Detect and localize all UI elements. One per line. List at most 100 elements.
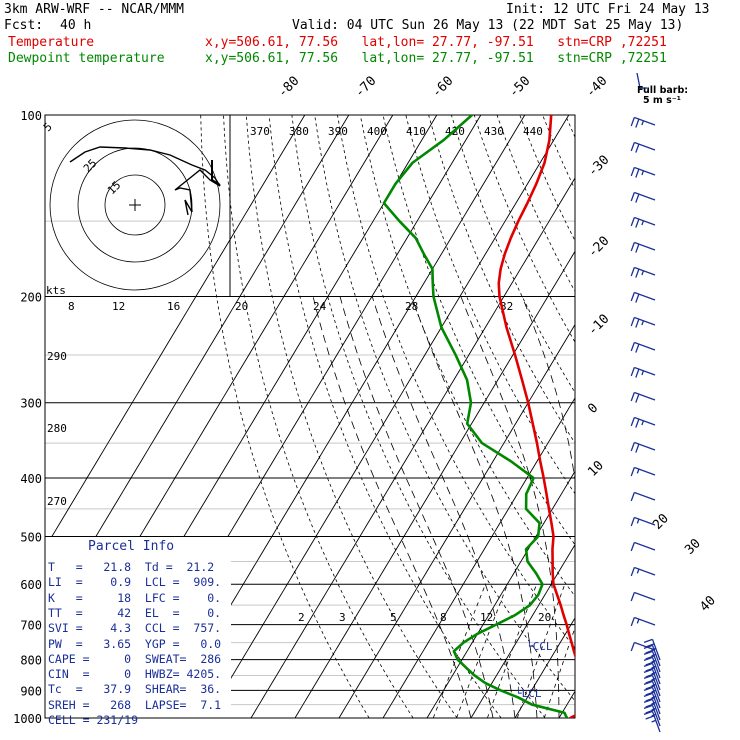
wind-barb (634, 141, 656, 151)
wind-barb-feather (643, 698, 653, 704)
isotherm-label: -50 (506, 74, 533, 101)
wind-barb-feather (643, 656, 653, 662)
mixing-ratio-label: 20 (538, 611, 551, 624)
wind-barb-feather (636, 468, 640, 474)
wind-barb (634, 491, 656, 501)
wind-barb-feather (630, 492, 635, 502)
theta-e-label: 400 (367, 125, 387, 138)
pressure-tick-label: 300 (20, 397, 42, 411)
moist-adiabat (592, 297, 615, 718)
wind-barb (634, 541, 656, 551)
frame-rect (44, 114, 576, 719)
dry-adiabat (405, 115, 575, 495)
wind-barb-feather (630, 292, 635, 302)
mixing-ratio-line (456, 584, 508, 718)
wind-barb-feather (630, 567, 635, 577)
isotherm (691, 115, 740, 718)
moist-adiabat (411, 296, 538, 718)
ccl-label: └CCL (526, 639, 553, 653)
wind-barb (634, 241, 656, 251)
mixing-ratio-label: 12 (480, 611, 493, 624)
dry-adiabat-label: 270 (47, 495, 67, 508)
isotherm (514, 617, 575, 718)
pressure-tick-label: 200 (20, 291, 42, 305)
wind-barb (634, 391, 656, 401)
wind-barb (634, 516, 656, 526)
moist-adiabat (460, 296, 560, 718)
mixing-ratio-label: 2 (298, 611, 305, 624)
dry-adiabat (200, 115, 370, 718)
dry-adiabat-label: 280 (47, 422, 67, 435)
wind-barb-feather (635, 218, 640, 228)
wind-barb (634, 566, 656, 576)
wind-barb (634, 266, 656, 276)
parcel-info-row: PW = 3.65 YGP = 0.0 (48, 636, 222, 651)
parcel-info-row: K = 18 LFC = 0. (48, 590, 222, 605)
parcel-info-row: SVI = 4.3 CCL = 757. (48, 621, 222, 636)
isotherm-label: 40 (697, 593, 719, 615)
dry-adiabat (223, 115, 414, 718)
wind-barb (651, 705, 661, 727)
wind-barb-feather (651, 719, 657, 723)
lcl-label: └LCL (515, 686, 542, 700)
wind-barb-feather (643, 686, 653, 692)
moist-adiabat (521, 296, 575, 483)
dry-adiabat (314, 115, 575, 702)
wind-barb-feather (641, 420, 645, 426)
wind-barb-feather (630, 542, 635, 552)
wind-barb (634, 466, 656, 476)
wind-barb (651, 657, 661, 679)
parcel-info-row: CELL = 231/19 (48, 713, 139, 727)
hodo-speed-tick: 8 (68, 300, 75, 313)
wind-barb-feather (645, 679, 655, 684)
pressure-tick-label: 600 (20, 578, 42, 592)
valid-time: Valid: 04 UTC Sun 26 May 13 (22 MDT Sat … (292, 18, 684, 33)
wind-barb-feather (630, 442, 635, 452)
wind-barb-feather (645, 697, 655, 702)
wind-barb (634, 316, 656, 326)
wind-barb (651, 645, 661, 667)
dry-adiabat-label: 290 (47, 350, 67, 363)
wind-barb-feather (635, 268, 640, 278)
wind-barb (651, 663, 661, 685)
wind-barb-feather (635, 343, 640, 353)
wind-barb-feather (630, 342, 635, 352)
theta-e-label: 390 (328, 125, 348, 138)
parcel-info-row: LI = 0.9 LCL = 909. (48, 575, 222, 590)
hodo-speed-unit: kts (46, 284, 66, 297)
wind-barb-feather (630, 217, 635, 227)
dry-adiabat (542, 115, 575, 191)
wind-barb-feather (630, 117, 635, 127)
wind-barb (651, 669, 661, 691)
wind-barb-feather (643, 692, 653, 698)
pressure-tick-label: 400 (20, 472, 42, 486)
pressure-tick-label: 900 (20, 684, 42, 698)
mixing-ratio-line (580, 584, 624, 718)
wind-barb-feather (641, 320, 645, 326)
wind-barb-feather (630, 417, 635, 427)
wind-barb (651, 699, 661, 721)
hodo-speed-tick: 28 (405, 300, 418, 313)
wind-barb-feather (645, 661, 655, 666)
isotherm-label: -70 (352, 74, 379, 101)
pressure-tick-label: 800 (20, 654, 42, 668)
dry-adiabat (337, 115, 575, 649)
isotherm (647, 115, 740, 718)
dry-adiabat (588, 115, 740, 718)
moist-adiabat (312, 296, 472, 718)
wind-barb (634, 416, 656, 426)
wind-barb-feather (630, 392, 635, 402)
isotherm (382, 397, 575, 718)
hodo-speed-tick: 16 (167, 300, 180, 313)
wind-barb-feather (635, 418, 640, 428)
isotherm (338, 323, 575, 718)
wind-barb-feather (641, 270, 645, 276)
wind-barb-feather (635, 243, 640, 253)
diagram-frame (44, 114, 576, 719)
wind-barb (634, 616, 656, 626)
wind-barb-feather (630, 467, 635, 477)
hodo-ring-label: 15 (105, 179, 124, 198)
wind-barb-feather (635, 143, 640, 153)
wind-barb (634, 341, 656, 351)
temperature-profile (497, 115, 575, 718)
